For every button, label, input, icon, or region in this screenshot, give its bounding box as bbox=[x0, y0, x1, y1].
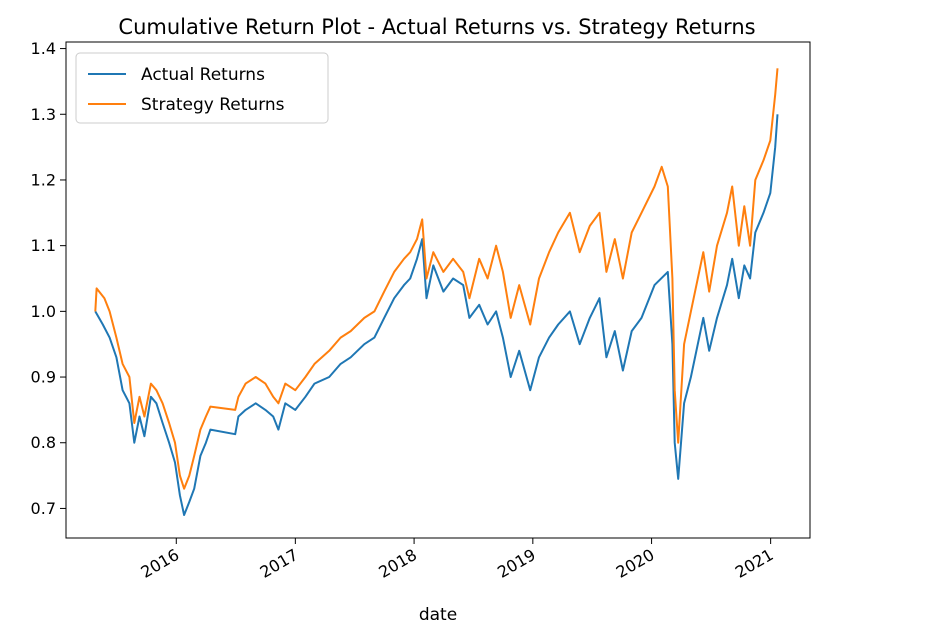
y-tick-label: 1.1 bbox=[31, 236, 56, 255]
chart-title: Cumulative Return Plot - Actual Returns … bbox=[118, 15, 755, 39]
y-tick-label: 1.2 bbox=[31, 170, 56, 189]
y-tick-label: 0.9 bbox=[31, 368, 56, 387]
x-tick-label: 2019 bbox=[494, 545, 539, 582]
x-tick-label: 2021 bbox=[732, 545, 777, 582]
plot-frame bbox=[65, 41, 811, 539]
x-axis-label: date bbox=[419, 605, 457, 625]
series-line-strategy-returns bbox=[94, 68, 779, 490]
legend: Actual Returns Strategy Returns bbox=[75, 52, 329, 124]
x-axis: 2016 2017 2018 2019 2020 2021 bbox=[138, 538, 777, 582]
y-tick-label: 1.0 bbox=[31, 302, 56, 321]
legend-box bbox=[75, 52, 329, 124]
legend-label-strategy-returns: Strategy Returns bbox=[141, 95, 285, 115]
x-tick-label: 2020 bbox=[613, 545, 658, 582]
series-line-actual-returns bbox=[94, 114, 779, 516]
y-tick-label: 1.4 bbox=[31, 39, 56, 58]
series-layer bbox=[94, 68, 779, 516]
legend-label-actual-returns: Actual Returns bbox=[141, 65, 265, 85]
y-axis: 0.7 0.8 0.9 1.0 1.1 1.2 1.3 1.4 bbox=[31, 39, 66, 518]
x-tick-label: 2017 bbox=[257, 545, 302, 582]
x-tick-label: 2018 bbox=[375, 545, 420, 582]
x-tick-label: 2016 bbox=[138, 545, 183, 582]
y-tick-label: 0.7 bbox=[31, 499, 56, 518]
y-tick-label: 0.8 bbox=[31, 433, 56, 452]
y-tick-label: 1.3 bbox=[31, 105, 56, 124]
